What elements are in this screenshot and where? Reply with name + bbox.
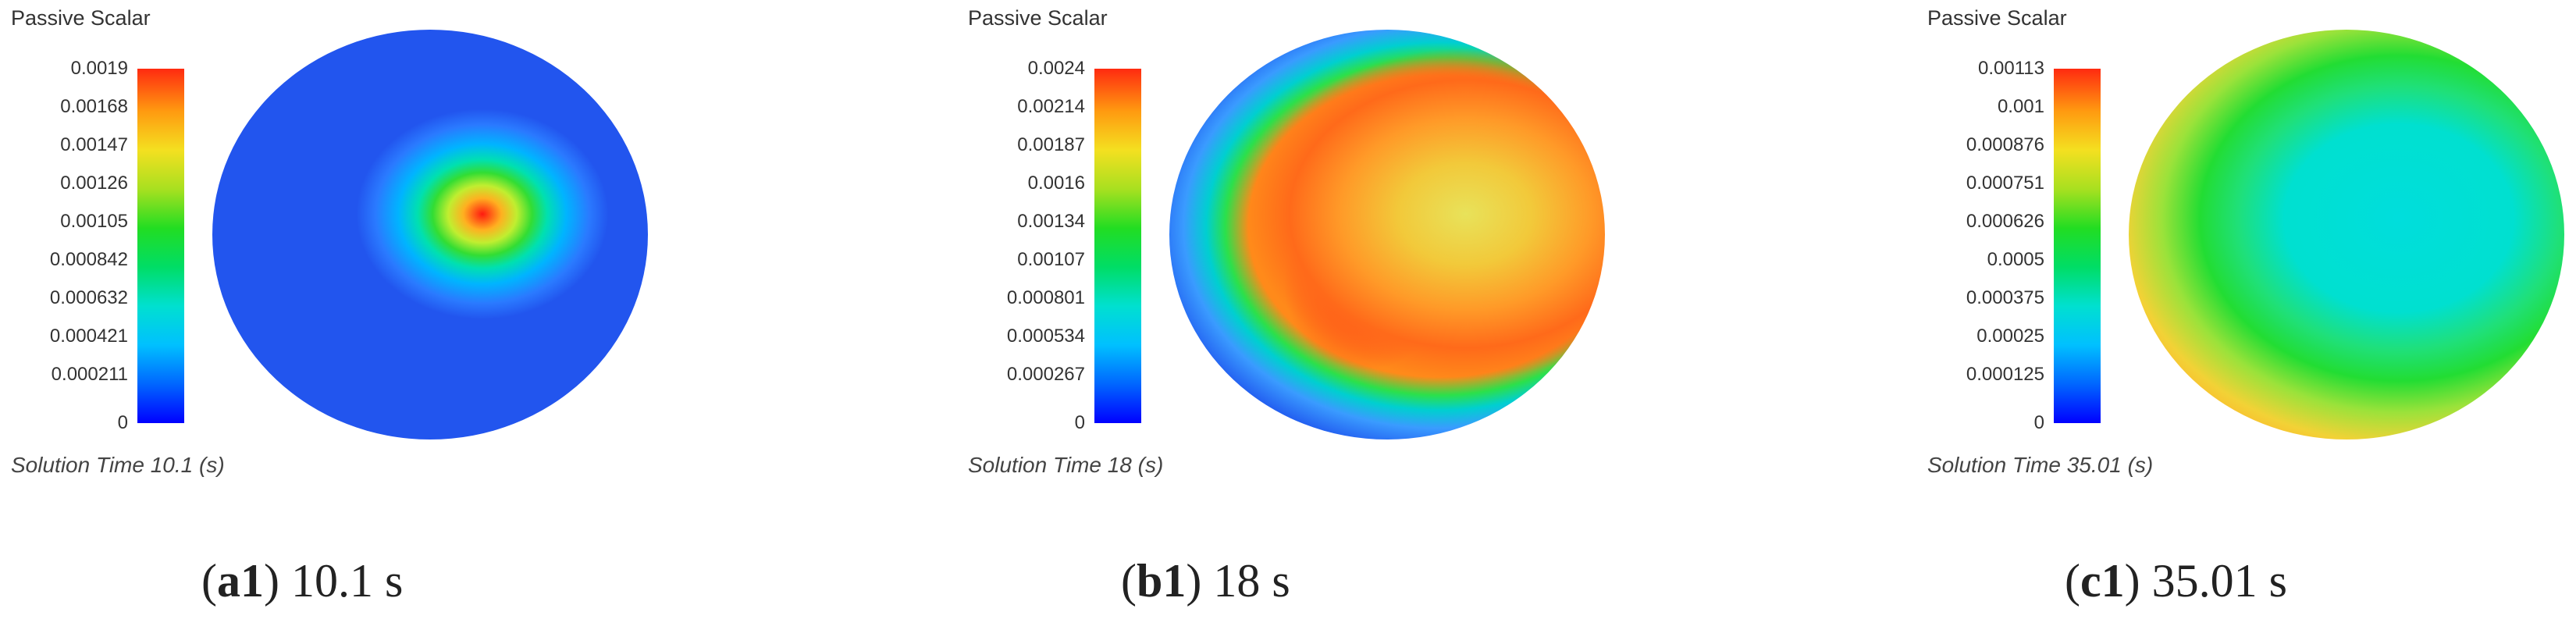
colorbar-tick: 0.0005 <box>1987 249 2044 270</box>
colorbar-tick: 0.00126 <box>60 173 128 194</box>
colorbar-tick: 0.000421 <box>49 326 128 347</box>
colorbar-tick: 0 <box>2033 412 2044 433</box>
colorbar-tick: 0.000267 <box>1006 364 1085 385</box>
colorbar-tick: 0 <box>1074 412 1085 433</box>
colorbar-tick: 0.000876 <box>1966 134 2044 155</box>
colorbar-tick: 0.000125 <box>1966 364 2044 385</box>
panel-caption: (a1) 10.1 s <box>201 555 404 607</box>
colorbar-tick: 0 <box>117 412 128 433</box>
colorbar-tick: 0.00105 <box>60 211 128 232</box>
colorbar-tick: 0.0016 <box>1027 173 1085 194</box>
colorbar-tick: 0.0024 <box>1027 58 1085 79</box>
caption-time: 18 s <box>1201 555 1290 607</box>
colorbar-tick: 0.000211 <box>51 364 128 385</box>
panel-a1: Passive Scalar 0.0019 0.00168 0.00147 0.… <box>0 0 859 637</box>
colorbar-tick: 0.00107 <box>1017 249 1085 270</box>
panel-c1: Passive Scalar 0.00113 0.001 0.000876 0.… <box>1916 0 2576 637</box>
colorbar-tick: 0.0019 <box>70 58 128 79</box>
scalar-contour-disk <box>2129 30 2564 439</box>
colorbar-legend <box>2054 69 2101 423</box>
colorbar-tick: 0.000632 <box>49 287 128 308</box>
caption-time: 10.1 s <box>279 555 404 607</box>
solution-time-label: Solution Time 18 (s) <box>968 453 1164 477</box>
panel-caption: (b1) 18 s <box>1121 555 1290 607</box>
colorbar-tick: 0.00168 <box>60 96 128 117</box>
solution-time-label: Solution Time 35.01 (s) <box>1927 453 2154 477</box>
solution-time-label: Solution Time 10.1 (s) <box>11 453 225 477</box>
colorbar-title: Passive Scalar <box>968 6 1108 30</box>
colorbar-tick: 0.000626 <box>1966 211 2044 232</box>
colorbar-tick: 0.000801 <box>1006 287 1085 308</box>
colorbar-title: Passive Scalar <box>1927 6 2067 30</box>
colorbar-tick: 0.00147 <box>60 134 128 155</box>
scalar-contour-disk <box>1169 30 1605 439</box>
colorbar-legend <box>1094 69 1141 423</box>
colorbar-tick: 0.00214 <box>1017 96 1085 117</box>
panel-caption: (c1) 35.01 s <box>2065 555 2287 607</box>
panel-b1: Passive Scalar 0.0024 0.00214 0.00187 0.… <box>957 0 1816 637</box>
colorbar-tick: 0.00187 <box>1017 134 1085 155</box>
colorbar-tick: 0.000842 <box>49 249 128 270</box>
caption-label: a1 <box>216 555 264 607</box>
colorbar-tick: 0.00113 <box>1978 58 2044 79</box>
colorbar-tick: 0.001 <box>1997 96 2044 117</box>
caption-time: 35.01 s <box>2140 555 2287 607</box>
colorbar-tick: 0.00134 <box>1017 211 1085 232</box>
colorbar-legend <box>137 69 184 423</box>
colorbar-tick: 0.000375 <box>1966 287 2044 308</box>
colorbar-tick: 0.00025 <box>1976 326 2044 347</box>
colorbar-tick: 0.000534 <box>1006 326 1085 347</box>
colorbar-title: Passive Scalar <box>11 6 151 30</box>
caption-label: b1 <box>1136 555 1187 607</box>
scalar-contour-disk <box>212 30 648 439</box>
colorbar-tick: 0.000751 <box>1966 173 2044 194</box>
caption-label: c1 <box>2080 555 2125 607</box>
